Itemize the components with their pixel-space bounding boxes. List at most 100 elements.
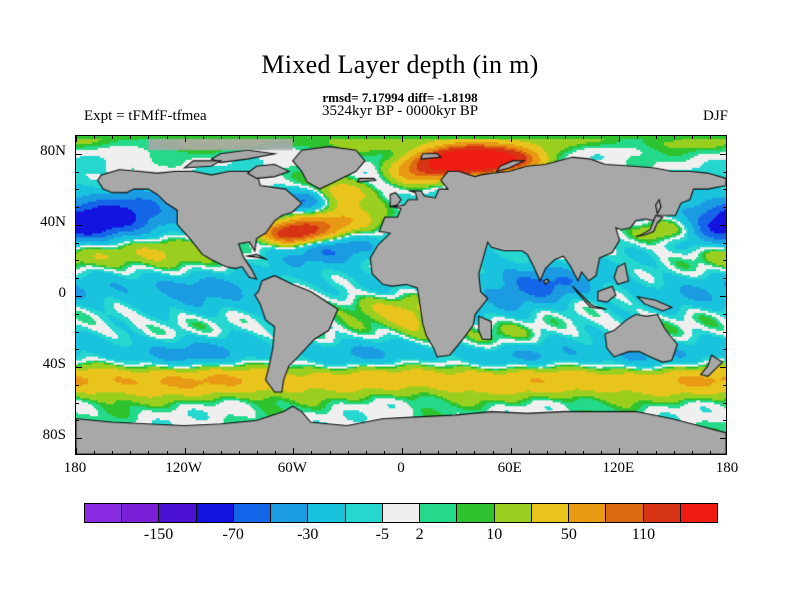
- colorbar-tick-label: -30: [297, 526, 319, 543]
- axis-minor-tick-x: [311, 136, 313, 139]
- axis-minor-tick-x: [166, 451, 168, 454]
- axis-minor-tick-x: [438, 136, 440, 139]
- stats-annotation: rmsd= 7.17994 diff= -1.8198: [322, 90, 478, 105]
- colorbar-tick-label: 50: [560, 526, 577, 543]
- y-axis-label: 80N: [40, 142, 66, 159]
- y-axis-label: 80S: [42, 427, 66, 444]
- axis-minor-tick-x: [257, 451, 259, 454]
- colorbar-cell: [196, 504, 234, 522]
- axis-minor-tick-x: [673, 136, 675, 139]
- colorbar-cell: [569, 504, 607, 522]
- axis-minor-tick-x: [220, 451, 222, 454]
- axis-tick-x: [76, 136, 77, 142]
- x-axis-label: 120W: [165, 460, 202, 476]
- axis-tick-x: [76, 448, 77, 454]
- axis-minor-tick-x: [546, 136, 548, 139]
- colorbar-tick-label: -150: [143, 526, 174, 543]
- axis-minor-tick-y: [76, 313, 79, 315]
- axis-minor-tick-x: [383, 451, 385, 454]
- colorbar-cell: [122, 504, 160, 522]
- axis-minor-tick-x: [166, 136, 168, 139]
- axis-minor-tick-x: [239, 136, 240, 139]
- axis-minor-tick-x: [257, 136, 259, 139]
- axis-tick-x: [402, 448, 403, 454]
- colorbar-cell: [271, 504, 309, 522]
- axis-minor-tick-y: [76, 349, 79, 351]
- axis-minor-tick-y: [723, 402, 726, 404]
- axis-minor-tick-x: [709, 136, 711, 139]
- axis-minor-tick-x: [420, 451, 422, 454]
- axis-minor-tick-x: [691, 451, 693, 454]
- axis-minor-tick-x: [691, 136, 693, 139]
- x-axis-label: 60E: [497, 460, 522, 476]
- colorbar-cell: [420, 504, 458, 522]
- axis-minor-tick-y: [723, 278, 726, 280]
- axis-tick-y: [76, 296, 82, 297]
- colorbar-tick-label: 110: [631, 526, 656, 543]
- x-axis-label: 0: [397, 460, 405, 476]
- colorbar-tick-label: -5: [375, 526, 389, 543]
- axis-minor-tick-y: [76, 260, 79, 262]
- y-axis-label: 40S: [42, 356, 66, 373]
- axis-minor-tick-x: [565, 451, 566, 454]
- axis-minor-tick-y: [76, 189, 79, 191]
- axis-minor-tick-x: [583, 136, 585, 139]
- axis-minor-tick-x: [528, 451, 530, 454]
- axis-minor-tick-x: [365, 136, 367, 139]
- axis-minor-tick-x: [420, 136, 422, 139]
- axis-minor-tick-y: [76, 420, 79, 422]
- axis-minor-tick-y: [76, 242, 79, 244]
- x-axis-label: 120E: [602, 460, 635, 476]
- axis-minor-tick-x: [438, 451, 440, 454]
- axis-minor-tick-y: [723, 242, 726, 244]
- axis-minor-tick-y: [723, 313, 726, 315]
- colorbar-tick-label: 2: [415, 526, 424, 543]
- x-axis-label: 60W: [277, 460, 307, 476]
- axis-tick-x: [184, 136, 186, 142]
- axis-minor-tick-x: [601, 451, 603, 454]
- colorbar-cell: [345, 504, 383, 522]
- axis-minor-tick-x: [94, 136, 96, 139]
- axis-minor-tick-x: [456, 136, 458, 139]
- axis-minor-tick-x: [492, 451, 494, 454]
- colorbar-cell: [643, 504, 681, 522]
- axis-minor-tick-x: [655, 136, 657, 139]
- axis-minor-tick-x: [546, 451, 548, 454]
- axis-minor-tick-y: [723, 349, 726, 351]
- axis-minor-tick-x: [383, 136, 385, 139]
- axis-tick-x: [510, 136, 512, 142]
- axis-minor-tick-x: [130, 451, 132, 454]
- axis-minor-tick-x: [329, 136, 331, 139]
- x-axis-label: 180: [63, 460, 87, 476]
- axis-minor-tick-y: [723, 207, 726, 209]
- map-plot-area: [75, 135, 727, 455]
- colorbar-cell: [457, 504, 495, 522]
- axis-minor-tick-x: [492, 136, 494, 139]
- axis-tick-y: [720, 296, 726, 297]
- axis-minor-tick-y: [76, 171, 79, 173]
- axis-tick-y: [720, 438, 726, 440]
- axis-minor-tick-x: [275, 451, 277, 454]
- axis-tick-y: [76, 153, 82, 155]
- colorbar: [84, 503, 718, 523]
- axis-tick-x: [293, 448, 295, 454]
- axis-minor-tick-x: [474, 451, 476, 454]
- axis-tick-x: [619, 448, 621, 454]
- axis-minor-tick-y: [723, 171, 726, 173]
- axis-tick-x: [619, 136, 621, 142]
- axis-minor-tick-x: [673, 451, 675, 454]
- axis-tick-y: [720, 367, 726, 369]
- axis-minor-tick-x: [637, 451, 639, 454]
- axis-minor-tick-x: [583, 451, 585, 454]
- page-title: Mixed Layer depth (in m): [261, 50, 539, 79]
- axis-minor-tick-y: [723, 420, 726, 422]
- axis-minor-tick-x: [148, 451, 150, 454]
- axis-minor-tick-y: [76, 402, 79, 404]
- y-axis-label: 0: [58, 285, 67, 301]
- axis-minor-tick-x: [112, 451, 114, 454]
- axis-minor-tick-y: [723, 260, 726, 262]
- axis-minor-tick-y: [723, 189, 726, 191]
- axis-tick-y: [76, 438, 82, 440]
- axis-tick-y: [720, 224, 726, 226]
- axis-minor-tick-x: [637, 136, 639, 139]
